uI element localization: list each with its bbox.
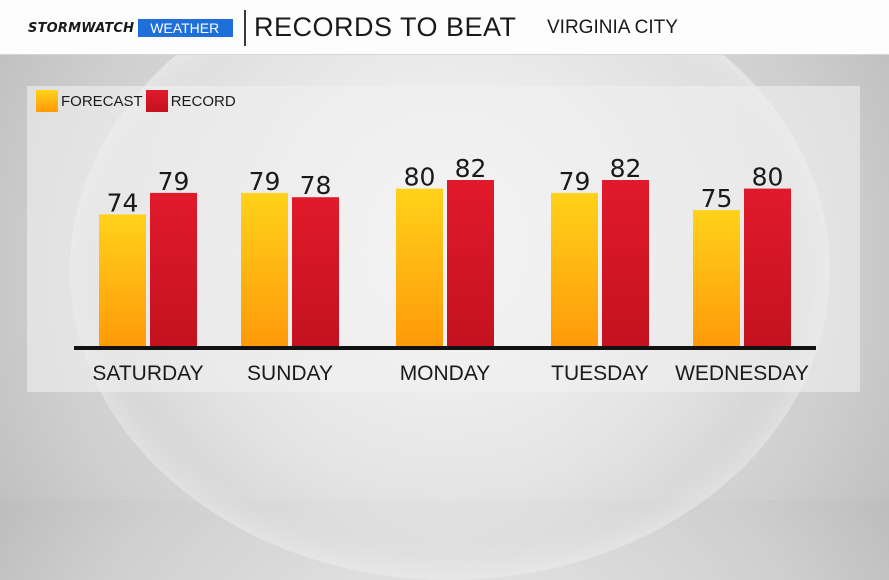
- data-label-record-sunday: 78: [300, 171, 332, 200]
- page-title: RECORDS TO BEAT: [254, 12, 517, 42]
- data-label-record-wednesday: 80: [752, 163, 784, 192]
- chart-legend: FORECAST RECORD: [36, 89, 239, 113]
- bar-forecast-monday: [396, 188, 443, 346]
- header-divider: [244, 10, 246, 46]
- bar-forecast-tuesday: [551, 192, 598, 346]
- brand-stormwatch: STORMWATCH: [28, 20, 135, 36]
- bar-record-sunday: [292, 197, 339, 346]
- bar-record-tuesday: [602, 180, 649, 346]
- data-label-forecast-sunday: 79: [249, 167, 281, 196]
- bar-record-monday: [447, 180, 494, 346]
- x-axis-baseline: [74, 346, 816, 350]
- header-bar: STORMWATCH WEATHER RECORDS TO BEAT VIRGI…: [0, 0, 889, 55]
- data-label-record-monday: 82: [455, 154, 487, 183]
- legend-record-label: RECORD: [170, 92, 236, 110]
- data-label-record-saturday: 79: [158, 167, 190, 196]
- brand-weather-badge: WEATHER: [138, 19, 234, 37]
- bar-forecast-wednesday: [693, 210, 740, 346]
- data-label-forecast-saturday: 74: [107, 188, 139, 217]
- bar-record-wednesday: [744, 188, 791, 346]
- legend-record-swatch: [145, 90, 168, 112]
- bar-record-saturday: [150, 192, 197, 346]
- data-label-forecast-tuesday: 79: [559, 167, 591, 196]
- data-label-record-tuesday: 82: [610, 154, 642, 183]
- legend-forecast-label: FORECAST: [61, 92, 143, 110]
- bar-forecast-sunday: [241, 192, 288, 346]
- bar-forecast-saturday: [99, 214, 146, 346]
- legend-forecast-swatch: [36, 90, 58, 112]
- bar-chart: 74 79 79 78 80 82 79 82 75 80: [74, 154, 816, 350]
- location-label: VIRGINIA CITY: [547, 17, 678, 38]
- data-label-forecast-wednesday: 75: [701, 184, 733, 213]
- brand-logo: STORMWATCH WEATHER: [28, 19, 234, 37]
- data-label-forecast-monday: 80: [404, 163, 436, 192]
